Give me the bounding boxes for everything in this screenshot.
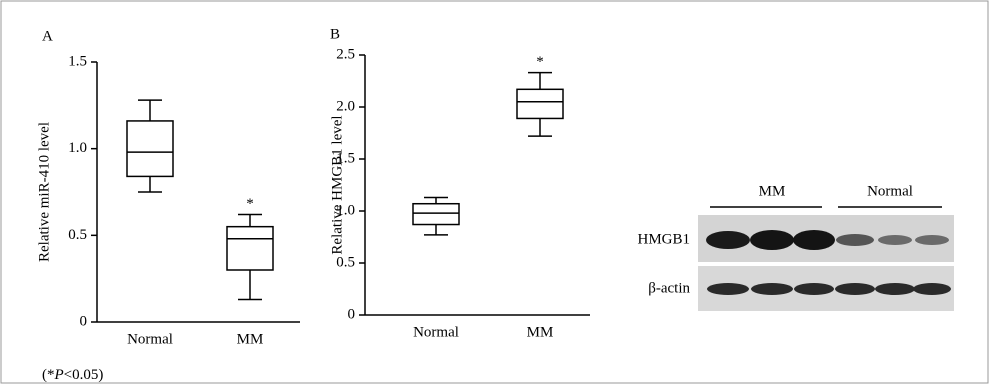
page: {"chart_data": [ {"type": "box", "panel"…: [0, 0, 989, 389]
band: [794, 283, 834, 295]
y-tick-label: 2.0: [336, 98, 355, 114]
figure: (*P<0.05) MM Normal HMGB1 β-actin A Relat…: [0, 0, 989, 384]
x-tick-label: Normal: [127, 331, 173, 347]
band: [793, 230, 835, 250]
y-tick-label: 0.5: [68, 227, 87, 243]
footnote-part: (*: [42, 367, 55, 383]
y-tick-label: 0.5: [336, 254, 355, 270]
band: [915, 235, 949, 245]
panel-label: A: [42, 28, 53, 44]
x-tick-label: Normal: [413, 324, 459, 340]
y-axis-label: Relative HMGB1 level: [329, 115, 345, 254]
y-tick-label: 0: [348, 306, 356, 322]
band: [836, 234, 874, 246]
x-tick-label: MM: [237, 331, 264, 347]
footnote-part: <0.05): [64, 367, 104, 383]
band: [878, 235, 912, 245]
y-tick-label: 0: [80, 313, 88, 329]
blot-group-label: Normal: [867, 183, 913, 199]
blot-row-label: β-actin: [648, 280, 690, 296]
footnote-part: P: [54, 367, 64, 383]
band: [751, 283, 793, 295]
band: [835, 283, 875, 295]
y-tick-label: 2.5: [336, 46, 355, 62]
band: [707, 283, 749, 295]
panel-label: B: [330, 26, 340, 42]
footnote: (*P<0.05): [42, 367, 103, 383]
significance-mark: *: [536, 54, 544, 70]
blot-row-label: HMGB1: [637, 231, 690, 247]
band: [875, 283, 915, 295]
y-axis-label: Relative miR-410 level: [36, 122, 52, 262]
y-tick-label: 1.5: [336, 150, 355, 166]
blot-group-label: MM: [759, 183, 786, 199]
significance-mark: *: [246, 196, 254, 212]
y-tick-label: 1.5: [68, 53, 87, 69]
y-tick-label: 1.0: [68, 140, 87, 156]
band: [706, 231, 750, 249]
x-tick-label: MM: [527, 324, 554, 340]
y-tick-label: 1.0: [336, 202, 355, 218]
band: [913, 283, 951, 295]
band: [750, 230, 794, 250]
